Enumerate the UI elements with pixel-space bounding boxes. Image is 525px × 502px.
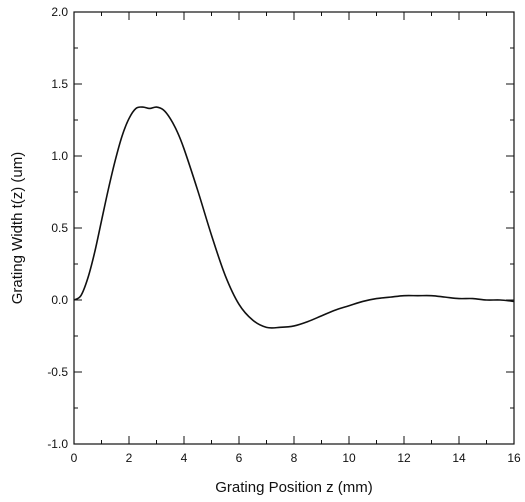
x-tick-label: 2 [126, 451, 133, 465]
y-tick-label: 0.0 [51, 293, 68, 307]
x-tick-label: 14 [452, 451, 466, 465]
y-tick-label: 1.5 [51, 77, 68, 91]
y-tick-label: 1.0 [51, 149, 68, 163]
axes [73, 11, 515, 445]
plot-area [73, 106, 515, 329]
x-tick-label: 6 [236, 451, 243, 465]
plot-frame [73, 11, 515, 445]
x-tick-label: 16 [507, 451, 521, 465]
x-axis-label: Grating Position z (mm) [215, 479, 373, 496]
x-tick-label: 10 [342, 451, 356, 465]
y-tick-label: -0.5 [47, 365, 68, 379]
y-axis-label: Grating Width t(z) (um) [9, 152, 26, 305]
y-tick-label: 2.0 [51, 5, 68, 19]
y-tick-label: -1.0 [47, 437, 68, 451]
x-tick-label: 8 [291, 451, 298, 465]
y-tick-label: 0.5 [51, 221, 68, 235]
x-tick-label: 0 [71, 451, 78, 465]
x-tick-label: 12 [397, 451, 411, 465]
series-line [73, 106, 515, 329]
ticks: 0 2 4 6 8 10 12 14 16 -1.0 -0.5 0.0 0.5 1.0 1.5 2.0 [47, 5, 521, 465]
x-tick-label: 4 [181, 451, 188, 465]
